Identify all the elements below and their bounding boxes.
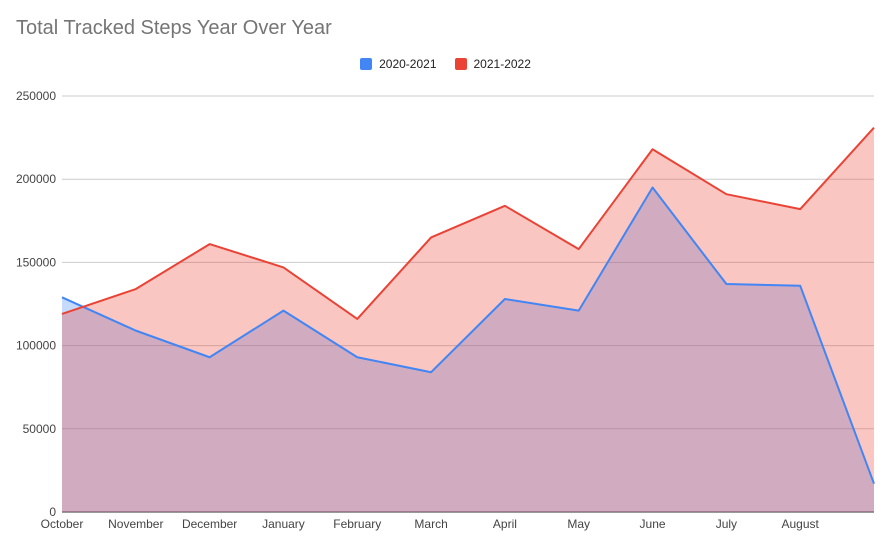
area-2021-2022 [62,127,874,512]
series-lines [61,126,875,485]
x-tick-label-december: December [182,517,237,531]
legend-label-2020-2021: 2020-2021 [379,57,437,71]
x-tick-label-october: October [41,517,84,531]
legend-item-2021-2022[interactable]: 2021-2022 [454,57,531,71]
x-tick-label-november: November [108,517,163,531]
chart-title: Total Tracked Steps Year Over Year [16,17,332,39]
gridlines [62,95,874,513]
line-2021-2022[interactable] [61,126,875,320]
legend: 2020-2021 2021-2022 [0,57,891,71]
y-tick-label-250000: 250000 [16,89,56,103]
y-tick-label-0: 0 [49,505,56,519]
x-tick-label-may: May [567,517,590,531]
x-tick-label-january: January [262,517,305,531]
area-2020-2021 [62,187,874,512]
y-tick-label-100000: 100000 [16,339,56,353]
y-tick-label-50000: 50000 [23,422,57,436]
series-areas [62,127,874,512]
x-axis-ticks: October November December January February Ma… [41,517,820,531]
line-2020-2021[interactable] [61,186,875,485]
legend-swatch-2021-2022 [454,58,467,70]
y-tick-label-150000: 150000 [16,255,56,269]
x-tick-label-february: February [333,517,381,531]
legend-swatch-2020-2021 [360,58,373,70]
x-tick-label-july: July [716,517,737,531]
x-tick-label-june: June [640,517,666,531]
legend-label-2021-2022: 2021-2022 [473,57,531,71]
legend-item-2020-2021[interactable]: 2020-2021 [360,57,437,71]
y-tick-label-200000: 200000 [16,172,56,186]
y-axis-ticks: 0 50000 100000 150000 200000 250000 [16,89,56,519]
x-tick-label-august: August [782,517,820,531]
x-tick-label-march: March [414,517,447,531]
x-tick-label-april: April [493,517,517,531]
